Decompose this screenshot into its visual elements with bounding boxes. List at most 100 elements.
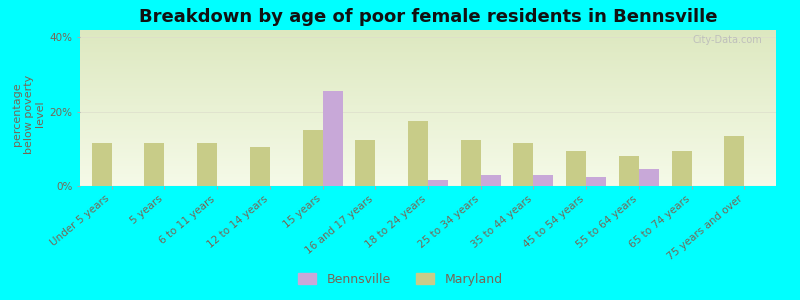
Bar — [80, 35, 776, 36]
Bar — [80, 110, 776, 111]
Bar — [80, 91, 776, 92]
Bar — [80, 82, 776, 83]
Bar — [355, 140, 375, 186]
Bar — [80, 124, 776, 125]
Bar — [80, 164, 776, 166]
Bar — [80, 70, 776, 72]
Bar — [80, 86, 776, 88]
Bar — [80, 119, 776, 121]
Bar — [80, 116, 776, 117]
Bar — [80, 113, 776, 114]
Bar — [80, 148, 776, 150]
Bar — [566, 151, 586, 186]
Bar — [302, 130, 322, 186]
Bar — [80, 33, 776, 35]
Bar — [80, 38, 776, 39]
Bar — [80, 183, 776, 184]
Bar — [80, 128, 776, 130]
Bar — [80, 152, 776, 153]
Bar — [80, 58, 776, 60]
Bar — [80, 30, 776, 31]
Bar — [80, 180, 776, 181]
Bar — [80, 89, 776, 91]
Bar — [461, 140, 481, 186]
Title: Breakdown by age of poor female residents in Bennsville: Breakdown by age of poor female resident… — [138, 8, 718, 26]
Bar — [92, 143, 112, 186]
Bar — [80, 69, 776, 70]
Bar — [80, 146, 776, 147]
Bar — [80, 106, 776, 108]
Bar — [80, 55, 776, 56]
Bar — [80, 108, 776, 110]
Bar — [619, 156, 639, 186]
Bar — [80, 167, 776, 169]
Bar — [80, 175, 776, 177]
Bar — [250, 147, 270, 186]
Bar — [514, 143, 534, 186]
Bar — [80, 122, 776, 124]
Bar — [80, 147, 776, 148]
Bar — [586, 177, 606, 186]
Bar — [80, 39, 776, 41]
Bar — [80, 181, 776, 183]
Bar — [80, 100, 776, 102]
Bar — [80, 102, 776, 103]
Bar — [80, 72, 776, 74]
Bar — [80, 127, 776, 128]
Bar — [80, 85, 776, 86]
Bar — [80, 97, 776, 99]
Bar — [80, 56, 776, 58]
Bar — [80, 150, 776, 152]
Bar — [672, 151, 692, 186]
Bar — [80, 52, 776, 53]
Bar — [80, 161, 776, 163]
Bar — [80, 156, 776, 158]
Bar — [80, 74, 776, 75]
Bar — [80, 36, 776, 38]
Bar — [80, 114, 776, 116]
Bar — [80, 77, 776, 78]
Bar — [80, 66, 776, 68]
Bar — [80, 32, 776, 33]
Bar — [80, 133, 776, 134]
Bar — [80, 131, 776, 133]
Bar — [80, 170, 776, 172]
Bar — [80, 141, 776, 142]
Bar — [80, 43, 776, 44]
Bar — [80, 155, 776, 156]
Bar — [724, 136, 744, 186]
Bar — [197, 143, 217, 186]
Bar — [80, 173, 776, 175]
Bar — [144, 143, 164, 186]
Bar — [80, 134, 776, 136]
Bar — [481, 175, 501, 186]
Bar — [80, 41, 776, 43]
Bar — [80, 64, 776, 66]
Bar — [80, 136, 776, 138]
Bar — [80, 125, 776, 127]
Bar — [80, 50, 776, 52]
Bar — [80, 63, 776, 64]
Bar — [80, 75, 776, 77]
Bar — [80, 68, 776, 69]
Bar — [639, 169, 659, 186]
Bar — [80, 130, 776, 131]
Bar — [80, 105, 776, 106]
Bar — [80, 139, 776, 141]
Bar — [80, 94, 776, 95]
Bar — [80, 80, 776, 82]
Bar — [80, 78, 776, 80]
Bar — [80, 103, 776, 105]
Bar — [80, 121, 776, 122]
Bar — [80, 166, 776, 167]
Text: percentage
below poverty
level: percentage below poverty level — [12, 74, 46, 154]
Bar — [80, 163, 776, 164]
Bar — [80, 44, 776, 46]
Bar — [80, 46, 776, 47]
Bar — [80, 47, 776, 49]
Bar — [80, 83, 776, 85]
Bar — [80, 160, 776, 161]
Bar — [408, 121, 428, 186]
Bar — [80, 144, 776, 146]
Bar — [80, 53, 776, 55]
